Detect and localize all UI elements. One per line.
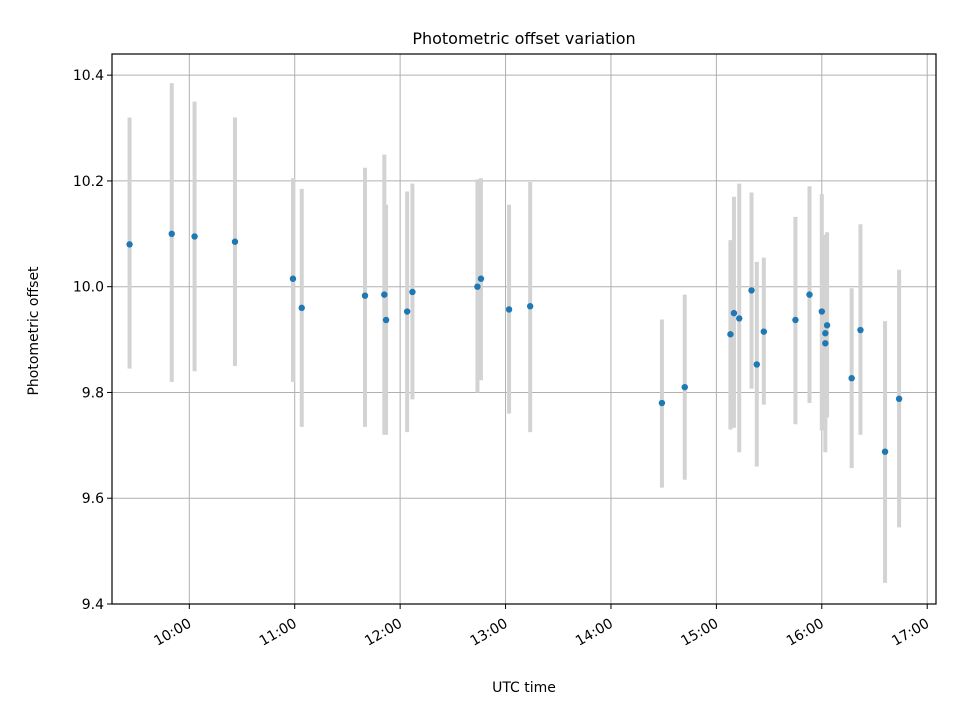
data-point	[730, 309, 738, 317]
y-tick-label: 10.2	[73, 174, 104, 190]
plot-area-frame	[111, 53, 937, 605]
data-point	[409, 288, 416, 296]
data-point	[474, 283, 481, 290]
data-point	[822, 330, 829, 337]
data-point	[191, 233, 198, 240]
data-point	[748, 287, 755, 294]
x-axis-label: UTC time	[492, 680, 556, 696]
y-tick-label: 10.0	[73, 280, 104, 296]
data-point	[857, 326, 864, 334]
data-point	[848, 374, 855, 382]
y-tick-label: 9.8	[82, 385, 104, 401]
data-point	[403, 308, 411, 315]
data-point	[658, 399, 666, 407]
data-point	[792, 316, 799, 324]
data-point	[881, 448, 889, 455]
data-point	[823, 322, 831, 329]
data-point	[477, 275, 485, 282]
data-point	[736, 315, 743, 322]
data-point	[895, 395, 903, 403]
data-points	[126, 230, 903, 455]
data-point	[289, 275, 297, 282]
data-point	[526, 303, 534, 310]
chart-title: Photometric offset variation	[412, 29, 635, 48]
data-point	[168, 230, 175, 238]
data-point	[818, 308, 825, 315]
data-point	[382, 316, 390, 324]
data-point	[727, 331, 734, 338]
data-point	[760, 328, 768, 335]
data-point	[231, 238, 239, 245]
data-point	[806, 291, 813, 298]
data-point	[505, 306, 513, 313]
data-point	[361, 292, 369, 299]
y-tick-label: 9.4	[82, 597, 104, 613]
data-point	[298, 304, 305, 312]
data-point	[126, 241, 133, 248]
data-point	[681, 383, 688, 391]
y-tick-label: 9.6	[82, 491, 104, 507]
data-point	[822, 340, 829, 347]
data-point	[753, 361, 760, 368]
y-axis-label: Photometric offset	[26, 266, 42, 396]
data-point	[381, 291, 388, 298]
y-tick-label: 10.4	[73, 68, 104, 84]
